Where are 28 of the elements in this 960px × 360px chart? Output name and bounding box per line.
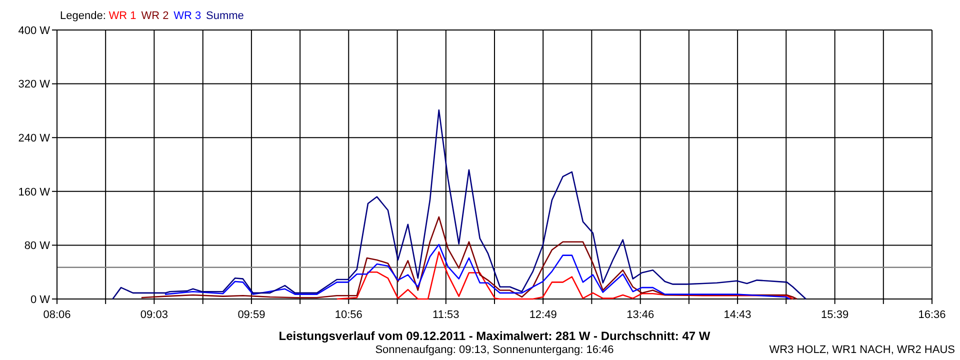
y-tick-label: 400 W [18, 24, 51, 37]
y-tick-label: 80 W [24, 240, 51, 252]
text: Leistungsverlauf vom 09.12.2011 - Maximalwert: 281 W - Durchschnitt: 47 W [278, 329, 711, 343]
x-tick-label: 13:46 [626, 309, 654, 321]
x-tick-label: 16:36 [918, 309, 946, 321]
line-series [140, 216, 798, 300]
text: WR 3 [174, 10, 202, 22]
legend-title: Legende: [60, 10, 106, 22]
text: WR 2 [141, 10, 169, 22]
y-tick-label: 320 W [18, 78, 51, 91]
y-tick-label: 0 W [30, 294, 51, 306]
y-tick-label: 240 W [18, 132, 51, 144]
text: Summe [206, 10, 244, 22]
text: WR3 HOLZ, WR1 NACH, WR2 HAUS [769, 344, 955, 356]
x-tick-label: 09:03 [140, 309, 168, 321]
text: Sonnenaufgang: 09:13, Sonnenuntergang: 16:46 [375, 344, 614, 356]
x-tick-label: 11:53 [432, 309, 460, 321]
x-tick-label: 08:06 [43, 309, 71, 321]
y-tick-label: 160 W [18, 186, 51, 198]
x-tick-label: 15:39 [821, 309, 849, 321]
text: WR 1 [108, 10, 136, 22]
line-series [112, 109, 807, 300]
line-series [164, 244, 790, 300]
x-tick-label: 10:56 [334, 309, 362, 321]
x-tick-label: 09:59 [238, 309, 266, 321]
x-tick-label: 12:49 [529, 309, 557, 321]
x-tick-label: 14:43 [724, 309, 752, 321]
line-series [336, 251, 794, 300]
